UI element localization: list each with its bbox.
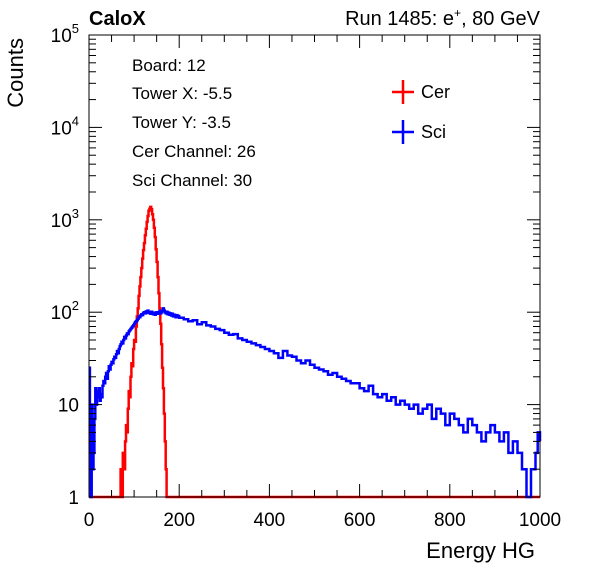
brand-label: CaloX: [89, 8, 146, 30]
y-tick-label: 105: [51, 21, 79, 47]
info-cer-channel: Cer Channel: 26: [132, 142, 256, 161]
info-board: Board: 12: [132, 56, 206, 75]
x-axis: 0 200 400 600 800 1000: [84, 35, 561, 531]
series-cer-line: [89, 205, 540, 499]
legend-cer-marker: [392, 80, 414, 104]
series-sci-line: [88, 307, 542, 499]
x-tick-label: 800: [434, 510, 466, 531]
series-layer: [88, 205, 542, 499]
run-info-prefix: Run 1485: e: [345, 8, 454, 30]
x-tick-label: 200: [163, 510, 195, 531]
y-tick-label: 103: [51, 206, 79, 232]
run-info-sup: +: [454, 6, 461, 20]
y-tick-label: 1: [68, 488, 79, 509]
run-info: Run 1485: e+, 80 GeV: [345, 6, 541, 30]
y-axis-label: Counts: [3, 38, 28, 108]
x-axis-label: Energy HG: [426, 538, 535, 563]
y-tick-label: 102: [51, 298, 79, 324]
legend-sci-marker: [392, 120, 414, 144]
info-box: Board: 12 Tower X: -5.5 Tower Y: -3.5 Ce…: [132, 56, 256, 190]
info-sci-channel: Sci Channel: 30: [132, 171, 252, 190]
y-tick-label: 104: [51, 113, 79, 139]
info-tower-x: Tower X: -5.5: [132, 84, 232, 103]
legend: Cer Sci: [392, 80, 450, 144]
x-tick-label: 400: [254, 510, 286, 531]
y-axis: 1 10 102 103 104 105: [51, 21, 540, 509]
legend-sci-label: Sci: [421, 122, 446, 142]
x-tick-label: 1000: [519, 510, 561, 531]
info-tower-y: Tower Y: -3.5: [132, 113, 231, 132]
x-tick-label: 0: [84, 510, 95, 531]
y-tick-label: 10: [58, 396, 79, 417]
x-tick-label: 600: [344, 510, 376, 531]
run-info-suffix: , 80 GeV: [461, 8, 541, 30]
legend-cer-label: Cer: [421, 82, 450, 102]
